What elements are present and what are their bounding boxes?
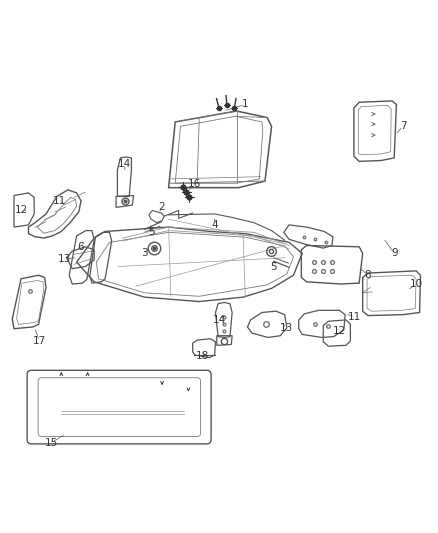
Text: 1: 1	[242, 100, 249, 109]
Text: 7: 7	[399, 122, 406, 131]
Text: 17: 17	[33, 336, 46, 346]
Text: 13: 13	[280, 323, 293, 333]
Text: 11: 11	[348, 312, 361, 322]
Text: 9: 9	[391, 248, 398, 259]
Text: 15: 15	[45, 438, 58, 448]
Text: 14: 14	[118, 159, 131, 168]
Text: 10: 10	[410, 279, 423, 289]
Text: 12: 12	[333, 326, 346, 336]
Text: 2: 2	[159, 203, 166, 212]
Text: 18: 18	[196, 351, 209, 361]
Text: 12: 12	[14, 205, 28, 215]
Text: 6: 6	[78, 242, 85, 252]
Text: 8: 8	[364, 270, 371, 280]
Text: 5: 5	[148, 228, 155, 237]
Text: 3: 3	[141, 248, 148, 259]
Text: 16: 16	[188, 179, 201, 189]
Text: 11: 11	[53, 196, 66, 206]
Text: 14: 14	[212, 315, 226, 325]
Text: 5: 5	[270, 262, 277, 271]
Text: 13: 13	[58, 254, 71, 264]
Text: 4: 4	[211, 220, 218, 230]
